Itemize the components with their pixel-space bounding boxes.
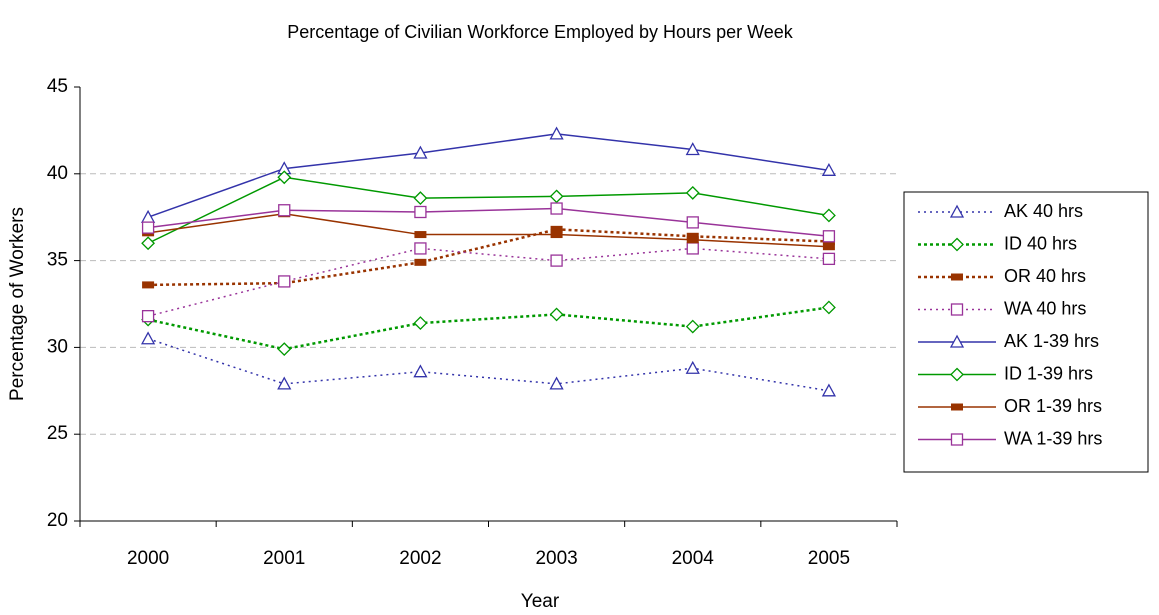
x-tick-label: 2002 xyxy=(399,548,441,569)
legend-marker xyxy=(951,273,963,281)
point xyxy=(686,236,699,244)
legend-label: AK 40 hrs xyxy=(1004,201,1083,221)
legend-label: WA 1-39 hrs xyxy=(1004,428,1102,448)
series-line xyxy=(148,228,829,287)
legend-marker xyxy=(950,367,964,382)
point xyxy=(549,307,564,322)
point xyxy=(550,202,563,215)
point xyxy=(413,191,428,206)
point xyxy=(278,275,291,288)
y-tick-label: 35 xyxy=(47,250,68,271)
x-tick-label: 2003 xyxy=(535,548,577,569)
y-tick-label: 20 xyxy=(47,510,68,531)
point xyxy=(685,319,700,334)
point xyxy=(142,281,155,289)
point xyxy=(822,230,836,243)
point xyxy=(413,316,428,331)
point xyxy=(550,254,563,267)
series-line xyxy=(147,207,829,238)
point xyxy=(414,258,427,266)
point xyxy=(685,185,700,200)
point xyxy=(549,189,564,204)
x-tick-label: 2000 xyxy=(127,548,169,569)
point xyxy=(686,216,699,229)
x-tick-label: 2004 xyxy=(672,548,715,569)
point xyxy=(413,364,428,378)
point xyxy=(414,231,427,239)
point xyxy=(141,236,156,251)
point xyxy=(549,376,564,390)
point xyxy=(549,126,564,140)
point xyxy=(141,310,155,323)
point xyxy=(550,231,563,239)
point xyxy=(277,342,292,357)
legend-label: AK 1-39 hrs xyxy=(1004,331,1099,351)
point xyxy=(140,331,156,345)
y-tick-label: 30 xyxy=(47,336,68,357)
point xyxy=(821,208,836,223)
point xyxy=(414,242,427,255)
point xyxy=(277,376,292,390)
y-axis-label: Percentage of Workers xyxy=(7,207,28,401)
point xyxy=(821,300,836,315)
series-line xyxy=(147,133,830,218)
legend-label: ID 40 hrs xyxy=(1004,233,1077,253)
point xyxy=(821,162,837,176)
point xyxy=(414,205,427,219)
point xyxy=(413,145,428,159)
point xyxy=(550,225,563,233)
legend-marker xyxy=(950,237,964,252)
chart-title: Percentage of Civilian Workforce Employe… xyxy=(287,22,794,42)
legend-label: OR 40 hrs xyxy=(1004,266,1086,286)
legend-label: WA 40 hrs xyxy=(1004,298,1086,318)
point xyxy=(277,170,292,185)
point xyxy=(685,142,700,156)
legend-label: OR 1-39 hrs xyxy=(1004,396,1102,416)
legend-label: ID 1-39 hrs xyxy=(1004,363,1093,383)
legend-marker xyxy=(950,303,964,316)
legend-marker xyxy=(949,204,965,218)
series-line xyxy=(147,338,830,392)
y-tick-label: 45 xyxy=(47,76,68,97)
point xyxy=(140,209,156,223)
legend-marker xyxy=(951,403,963,411)
point xyxy=(822,252,836,266)
x-tick-label: 2001 xyxy=(263,548,305,569)
series-line xyxy=(147,247,829,317)
x-axis-label: Year xyxy=(521,591,560,612)
point xyxy=(278,204,291,217)
y-tick-label: 25 xyxy=(47,423,68,444)
legend-box xyxy=(903,191,1149,473)
point xyxy=(141,221,155,234)
series-line xyxy=(147,306,830,351)
point xyxy=(822,243,835,251)
series-line xyxy=(147,176,830,244)
point xyxy=(686,242,699,255)
y-tick-label: 40 xyxy=(47,163,68,184)
x-tick-label: 2005 xyxy=(808,548,850,569)
point xyxy=(685,360,700,374)
legend-marker xyxy=(949,334,965,348)
legend-marker xyxy=(950,433,964,446)
point xyxy=(821,383,837,397)
series-line xyxy=(147,212,829,248)
